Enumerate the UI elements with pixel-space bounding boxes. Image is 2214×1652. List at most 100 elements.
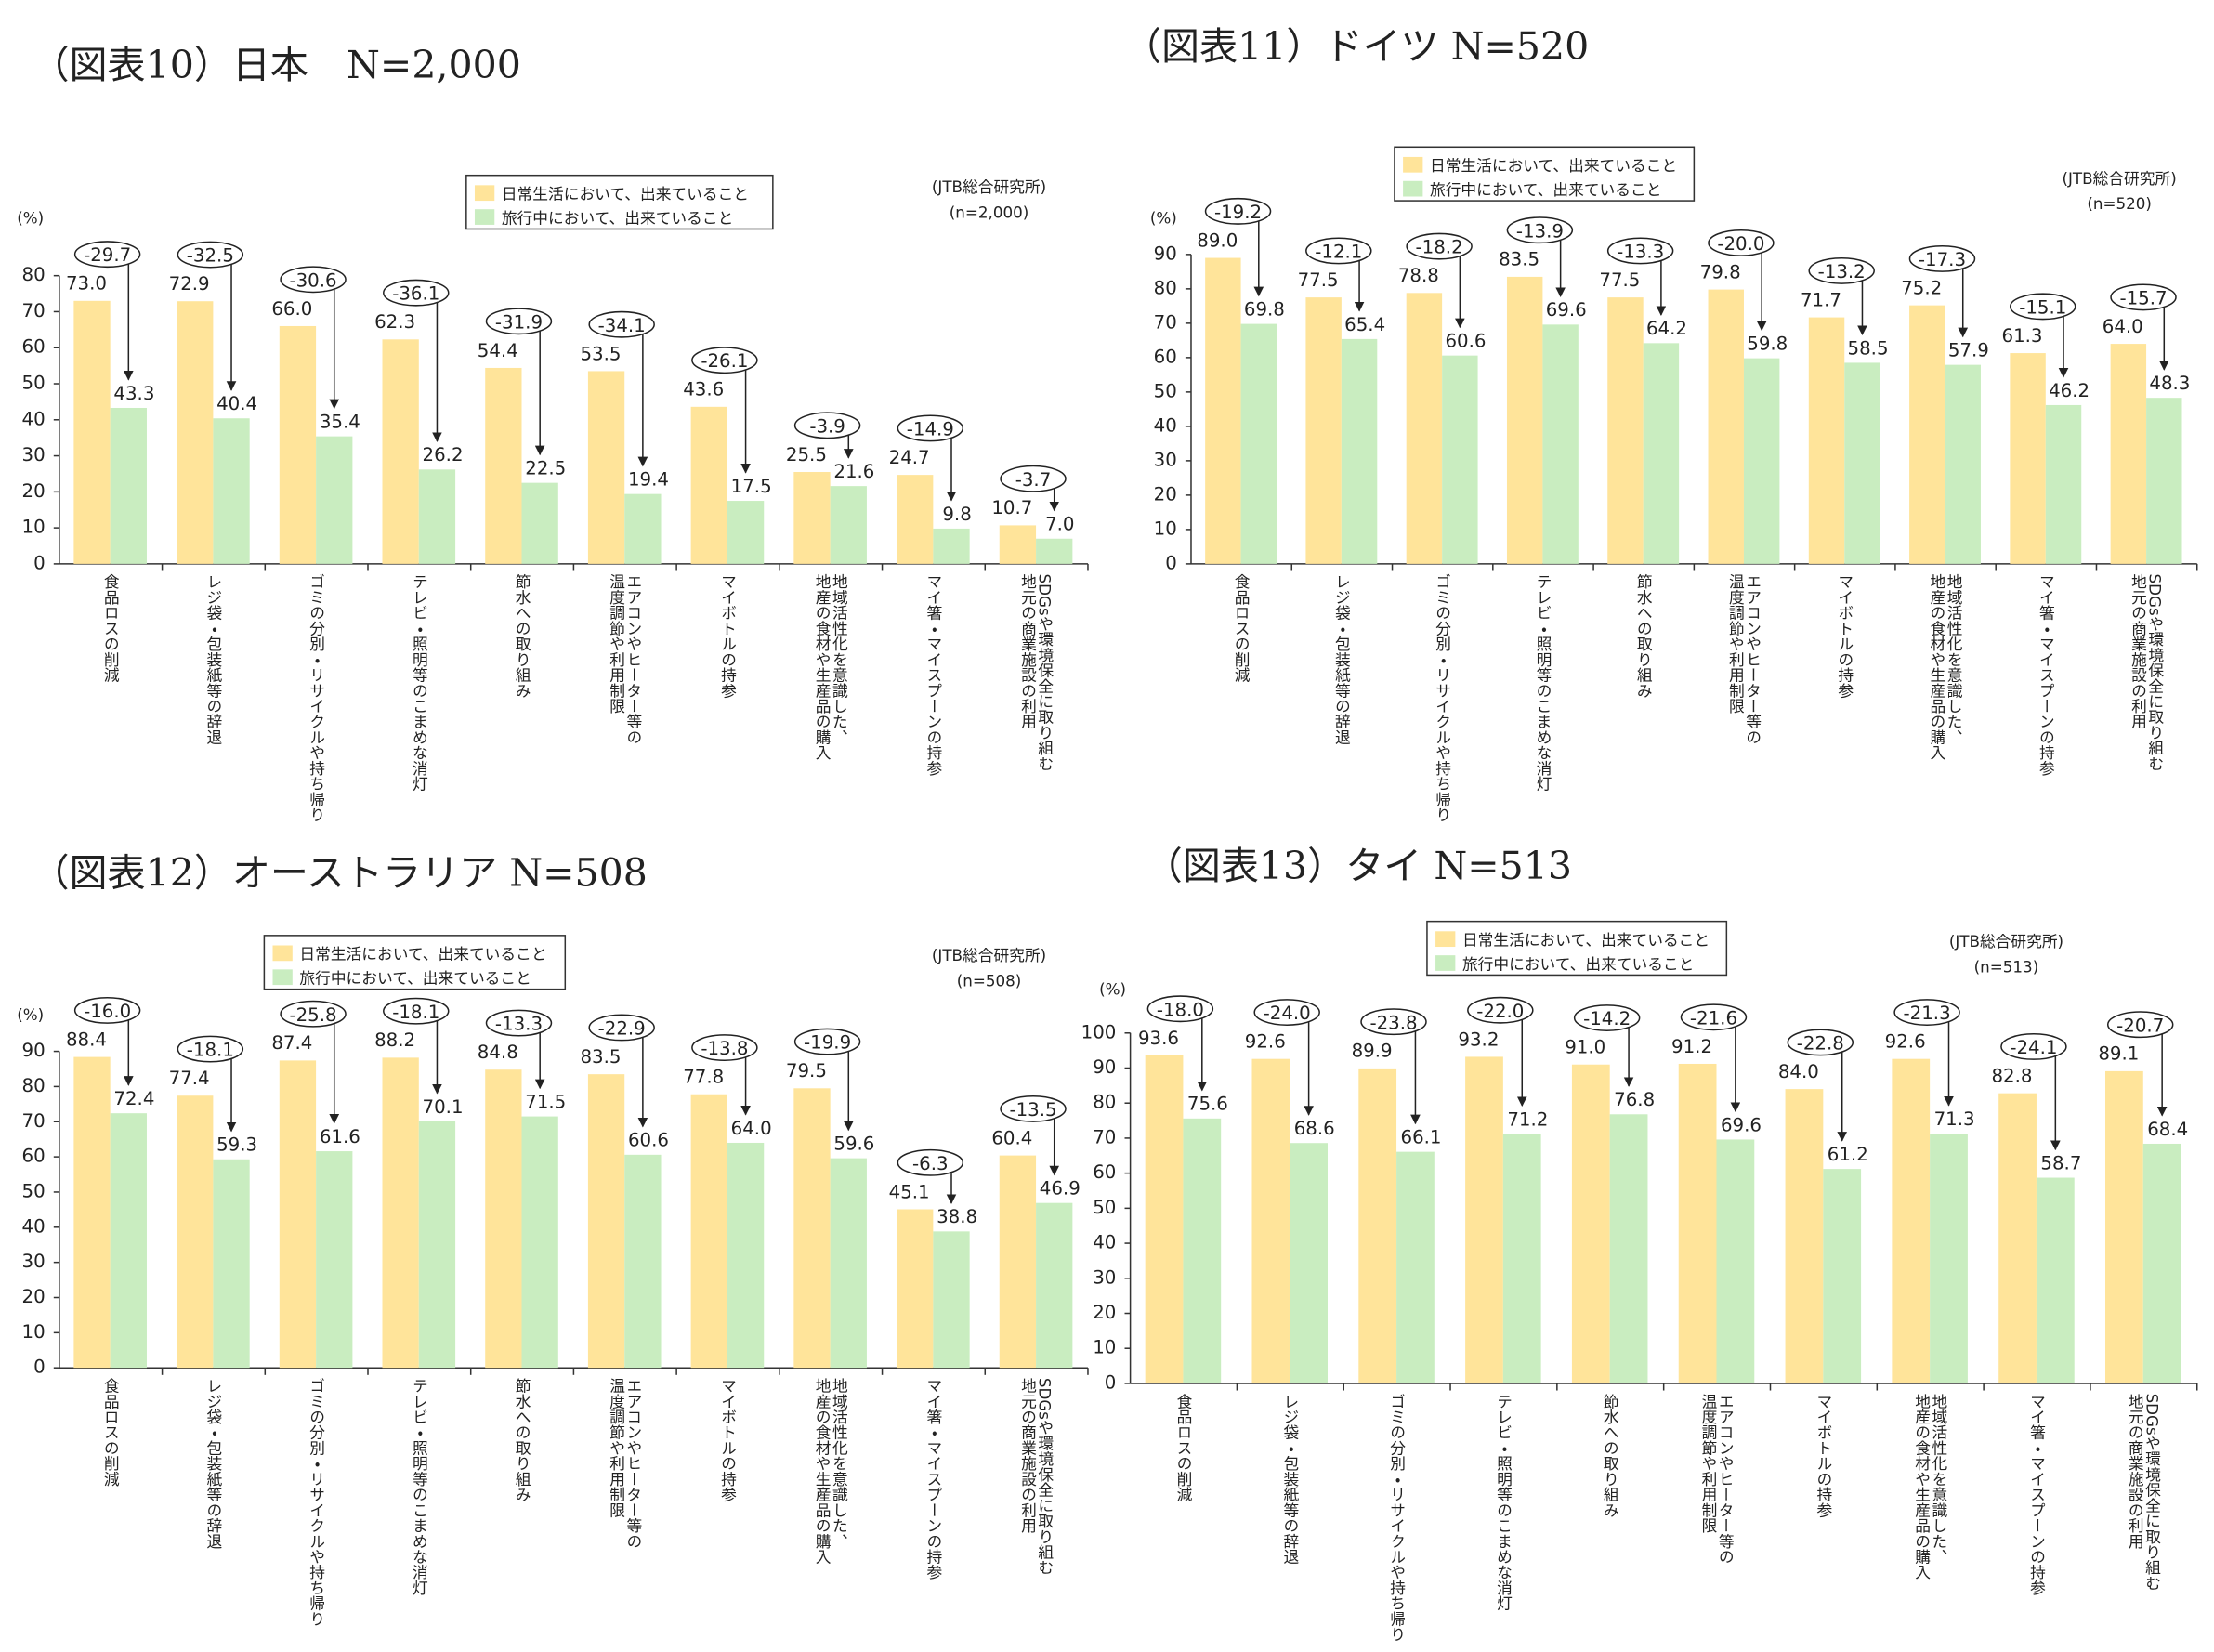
value-label: 76.8 [1614, 1089, 1655, 1110]
y-tick-label: 60 [1093, 1161, 1116, 1183]
y-tick-label: 90 [22, 1040, 46, 1061]
legend-label: 旅行中において、出来ていること [1462, 954, 1694, 973]
difference-label: -22.0 [1476, 1001, 1524, 1022]
source: (JTB総合研究所) [932, 177, 1046, 196]
y-tick-label: 70 [22, 1110, 46, 1132]
bar [624, 493, 662, 564]
value-label: 83.5 [1499, 249, 1539, 270]
difference-arrow [631, 323, 648, 467]
value-label: 64.2 [1646, 318, 1687, 339]
value-label: 60.6 [628, 1130, 669, 1151]
difference-badge [2010, 293, 2076, 321]
difference-arrow [219, 254, 237, 391]
bar [279, 1060, 317, 1369]
bar [1341, 338, 1378, 564]
x-tick-label: ゴミの分別・リサイクルや持ち帰り [1434, 573, 1452, 822]
y-tick-label: 80 [22, 264, 46, 285]
bar [418, 1121, 456, 1369]
y-axis-label: (%) [17, 208, 44, 227]
value-label: 87.4 [271, 1032, 312, 1054]
x-tick-label: 節水への取り組み [513, 1378, 531, 1502]
x-tick-label: テレビ・照明等のこまめな消灯 [1494, 1394, 1513, 1611]
x-tick-label: レジ袋・包装紙等の辞退 [1332, 574, 1351, 745]
bar [1305, 297, 1342, 564]
legend-swatch [272, 945, 293, 962]
y-tick-label: 40 [1093, 1232, 1116, 1253]
value-label: 77.5 [1298, 269, 1339, 291]
value-label: 89.0 [1197, 229, 1238, 251]
difference-label: -13.9 [1516, 220, 1564, 242]
legend-label: 日常生活において、出来ていること [1462, 931, 1710, 950]
bar [1945, 364, 1981, 564]
value-label: 89.9 [1352, 1041, 1393, 1062]
value-label: 68.6 [1294, 1118, 1335, 1139]
source: (JTB総合研究所) [2062, 169, 2176, 188]
value-label: 43.6 [683, 379, 724, 400]
y-tick-label: 20 [22, 1286, 46, 1307]
bar [1036, 538, 1073, 564]
difference-label: -13.8 [701, 1038, 748, 1059]
y-tick-label: 60 [1154, 346, 1177, 367]
value-label: 66.1 [1401, 1127, 1442, 1148]
bar [521, 1116, 558, 1369]
value-label: 84.8 [478, 1042, 518, 1063]
bar [1998, 1093, 2037, 1383]
difference-label: -31.9 [495, 311, 543, 333]
value-label: 19.4 [628, 469, 669, 491]
bar [177, 301, 214, 564]
y-tick-label: 100 [1081, 1021, 1117, 1042]
source: (JTB総合研究所) [1949, 932, 2063, 951]
y-tick-label: 90 [1093, 1056, 1116, 1078]
difference-badge [1360, 1008, 1427, 1036]
value-label: 75.2 [1901, 277, 1942, 298]
y-tick-label: 50 [22, 373, 46, 394]
y-tick-label: 80 [1154, 277, 1177, 298]
x-tick-label: 食品ロスの削減 [1174, 1393, 1193, 1501]
x-tick-label: レジ袋・包装紙等の辞退 [204, 574, 223, 745]
difference-arrow [322, 1013, 340, 1124]
y-axis-label: (%) [17, 1005, 44, 1024]
difference-badge [1204, 197, 1272, 225]
difference-arrow [2044, 1045, 2061, 1151]
x-tick-label: マイ箸・マイスプーンの持参 [924, 574, 943, 776]
difference-badge [485, 1009, 553, 1037]
difference-label: -21.3 [1904, 1003, 1951, 1024]
value-label: 59.6 [833, 1133, 874, 1154]
bar [727, 501, 765, 564]
bar [1036, 1202, 1073, 1369]
bar [213, 418, 250, 564]
legend-swatch [1435, 931, 1456, 948]
x-tick-label: ゴミの分別・リサイクルや持ち帰り [308, 1378, 326, 1627]
value-label: 21.6 [833, 461, 874, 482]
difference-label: -23.8 [1369, 1012, 1417, 1033]
value-label: 84.0 [1778, 1061, 1819, 1082]
y-tick-label: 30 [22, 1251, 46, 1272]
difference-label: -18.1 [187, 1040, 234, 1061]
bar [2045, 404, 2082, 564]
bar [793, 1088, 831, 1369]
x-tick-label: 地域活性化を意識した、 [1930, 1393, 1948, 1564]
x-tick-label: ゴミの分別・リサイクルや持ち帰り [1388, 1393, 1407, 1642]
value-label: 88.4 [66, 1029, 107, 1050]
value-label: 9.8 [942, 504, 971, 525]
x-tick-label: マイボトルの持参 [718, 574, 737, 699]
bar [2110, 344, 2147, 564]
legend-box [1394, 146, 1696, 202]
difference-arrow [1404, 1020, 1421, 1125]
difference-label: -6.3 [912, 1153, 949, 1174]
bar [1290, 1143, 1329, 1383]
bar [2105, 1070, 2143, 1383]
bar [1892, 1058, 1931, 1383]
difference-badge [691, 347, 758, 374]
difference-badge [588, 310, 655, 338]
difference-badge [1708, 229, 1775, 256]
difference-badge [1146, 995, 1214, 1023]
difference-label: -18.2 [1416, 237, 1463, 258]
x-tick-label: マイ箸・マイスプーンの持参 [924, 1378, 943, 1580]
difference-badge [1467, 996, 1534, 1024]
difference-label: -24.1 [2010, 1037, 2057, 1058]
bar [933, 1231, 970, 1369]
value-label: 40.4 [216, 393, 257, 414]
bar [1743, 358, 1780, 564]
